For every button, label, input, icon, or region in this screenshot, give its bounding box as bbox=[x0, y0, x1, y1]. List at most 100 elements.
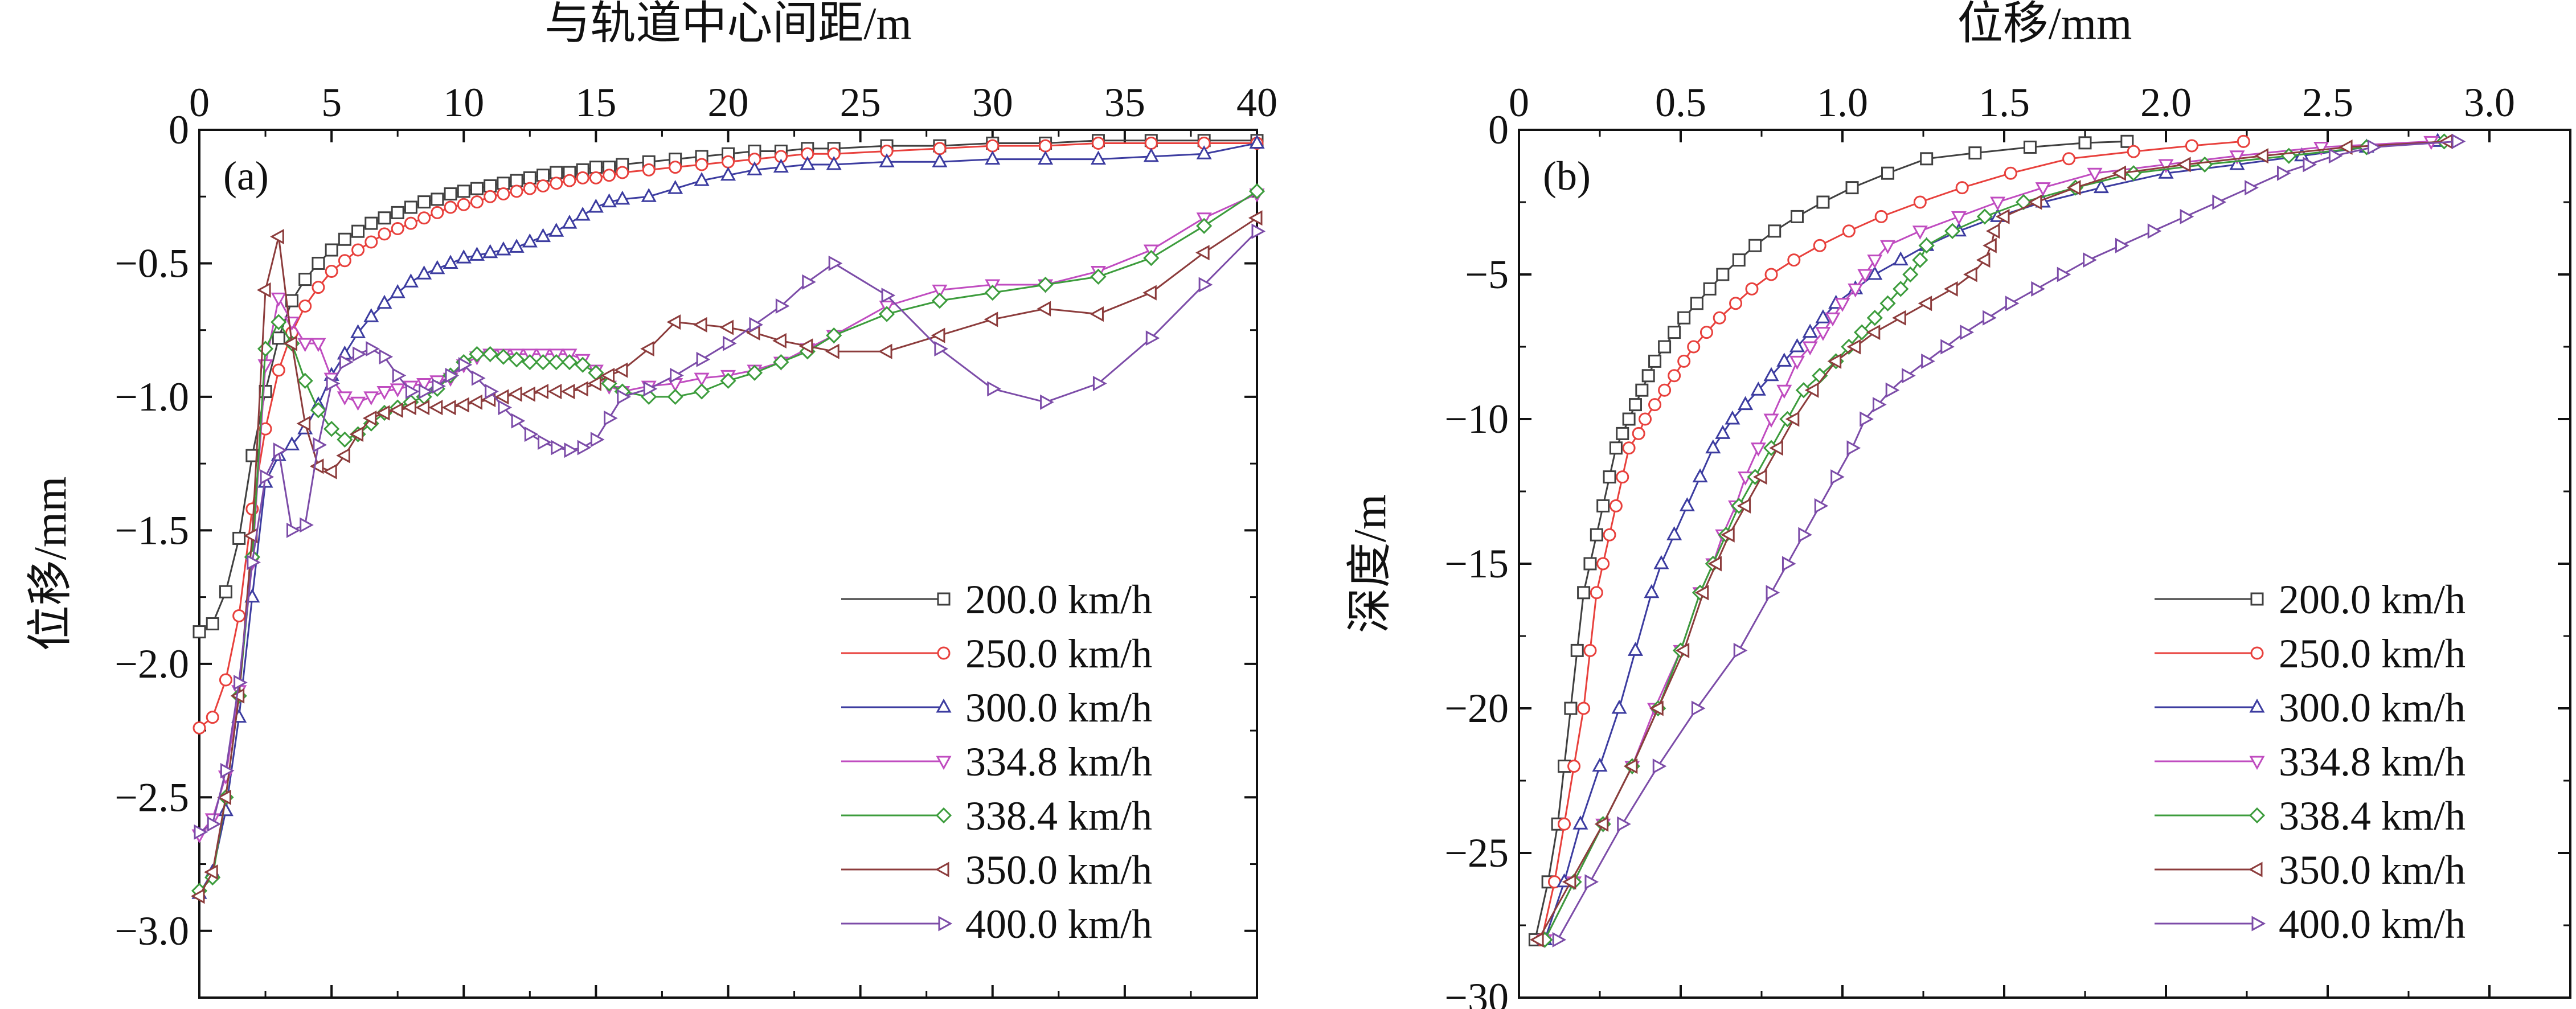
y-tick-label: −5 bbox=[1465, 252, 1509, 297]
data-point bbox=[510, 184, 523, 198]
data-point bbox=[350, 324, 366, 338]
data-point bbox=[2180, 208, 2194, 224]
data-point bbox=[2338, 139, 2353, 155]
legend-marker bbox=[2249, 756, 2265, 770]
data-point bbox=[349, 426, 364, 442]
data-point bbox=[2035, 182, 2051, 196]
data-point bbox=[498, 400, 513, 416]
data-point bbox=[1940, 339, 1955, 355]
data-point bbox=[1196, 145, 1212, 159]
data-point bbox=[749, 317, 764, 333]
series-250-0-km-h bbox=[1535, 134, 2250, 946]
data-point bbox=[1652, 758, 1667, 774]
data-point bbox=[825, 343, 839, 359]
x-tick-label: 20 bbox=[708, 80, 749, 125]
data-point bbox=[469, 346, 485, 363]
x-tick-label: 3.0 bbox=[2464, 80, 2515, 125]
data-point bbox=[403, 273, 419, 288]
legend-marker bbox=[935, 807, 952, 824]
data-point bbox=[337, 391, 353, 406]
data-point bbox=[719, 319, 734, 335]
data-point bbox=[1142, 285, 1157, 301]
data-point bbox=[1572, 815, 1588, 830]
y-tick-label: −0.5 bbox=[114, 240, 189, 286]
series-line bbox=[1537, 140, 2448, 941]
y-tick-label: −2.5 bbox=[114, 774, 189, 820]
series-400-0-km-h bbox=[194, 223, 1266, 840]
x-tick-label: 25 bbox=[840, 80, 881, 125]
series-line bbox=[1534, 140, 2127, 940]
data-point bbox=[772, 333, 787, 348]
data-point bbox=[694, 171, 710, 186]
data-point bbox=[234, 675, 248, 691]
data-point bbox=[1795, 382, 1812, 399]
data-point bbox=[535, 228, 551, 243]
data-point bbox=[561, 354, 578, 371]
data-point bbox=[417, 195, 431, 209]
data-point bbox=[524, 426, 539, 442]
data-point bbox=[376, 386, 392, 400]
data-point bbox=[1658, 340, 1672, 354]
data-point bbox=[881, 288, 896, 303]
data-point bbox=[297, 372, 313, 389]
data-point bbox=[457, 198, 470, 211]
data-point bbox=[723, 335, 737, 351]
data-point bbox=[339, 354, 354, 370]
data-point bbox=[1248, 210, 1263, 226]
data-point bbox=[470, 195, 484, 209]
data-point bbox=[1679, 497, 1695, 511]
data-point bbox=[2237, 134, 2250, 148]
x-tick-label: 5 bbox=[321, 80, 342, 125]
data-point bbox=[1860, 411, 1874, 427]
data-point bbox=[932, 284, 948, 299]
x-tick-label: 40 bbox=[1236, 80, 1277, 125]
data-point bbox=[271, 314, 287, 330]
data-point bbox=[1692, 468, 1708, 483]
y-tick-label: −25 bbox=[1444, 830, 1509, 876]
data-point bbox=[1594, 816, 1609, 832]
data-point bbox=[1251, 223, 1266, 239]
data-point bbox=[551, 440, 565, 456]
data-point bbox=[1143, 147, 1159, 162]
data-point bbox=[392, 367, 407, 383]
data-point bbox=[1592, 757, 1608, 772]
data-point bbox=[271, 292, 286, 307]
data-point bbox=[445, 367, 460, 383]
data-point bbox=[800, 155, 816, 170]
data-point bbox=[378, 227, 391, 241]
data-point bbox=[485, 384, 499, 400]
data-point bbox=[232, 531, 246, 545]
legend-label: 250.0 km/h bbox=[2279, 631, 2466, 676]
data-point bbox=[429, 260, 445, 274]
data-point bbox=[1853, 324, 1870, 341]
data-point bbox=[363, 391, 379, 406]
data-point bbox=[695, 158, 708, 171]
data-point bbox=[1763, 367, 1779, 382]
data-point bbox=[1666, 526, 1682, 540]
data-point bbox=[1641, 369, 1655, 383]
data-point bbox=[1616, 426, 1629, 440]
data-point bbox=[375, 405, 390, 421]
data-point bbox=[469, 247, 485, 261]
data-point bbox=[443, 255, 458, 269]
data-point bbox=[1648, 354, 1662, 368]
data-point bbox=[402, 400, 416, 416]
data-point bbox=[1960, 325, 1974, 341]
data-point bbox=[933, 142, 947, 155]
data-point bbox=[587, 375, 601, 392]
data-point bbox=[878, 343, 892, 359]
data-point bbox=[1902, 266, 1919, 283]
y-tick-label: −3.0 bbox=[114, 908, 189, 954]
data-point bbox=[1729, 297, 1743, 310]
data-point bbox=[826, 155, 842, 170]
data-point bbox=[775, 298, 790, 314]
data-point bbox=[1703, 282, 1717, 296]
data-point bbox=[1912, 225, 1928, 240]
data-point bbox=[773, 158, 789, 173]
data-point bbox=[511, 413, 526, 429]
data-point bbox=[987, 381, 1001, 397]
data-point bbox=[2093, 179, 2109, 194]
legend-marker bbox=[937, 646, 951, 660]
data-point bbox=[1090, 306, 1104, 322]
data-point bbox=[1143, 249, 1160, 266]
